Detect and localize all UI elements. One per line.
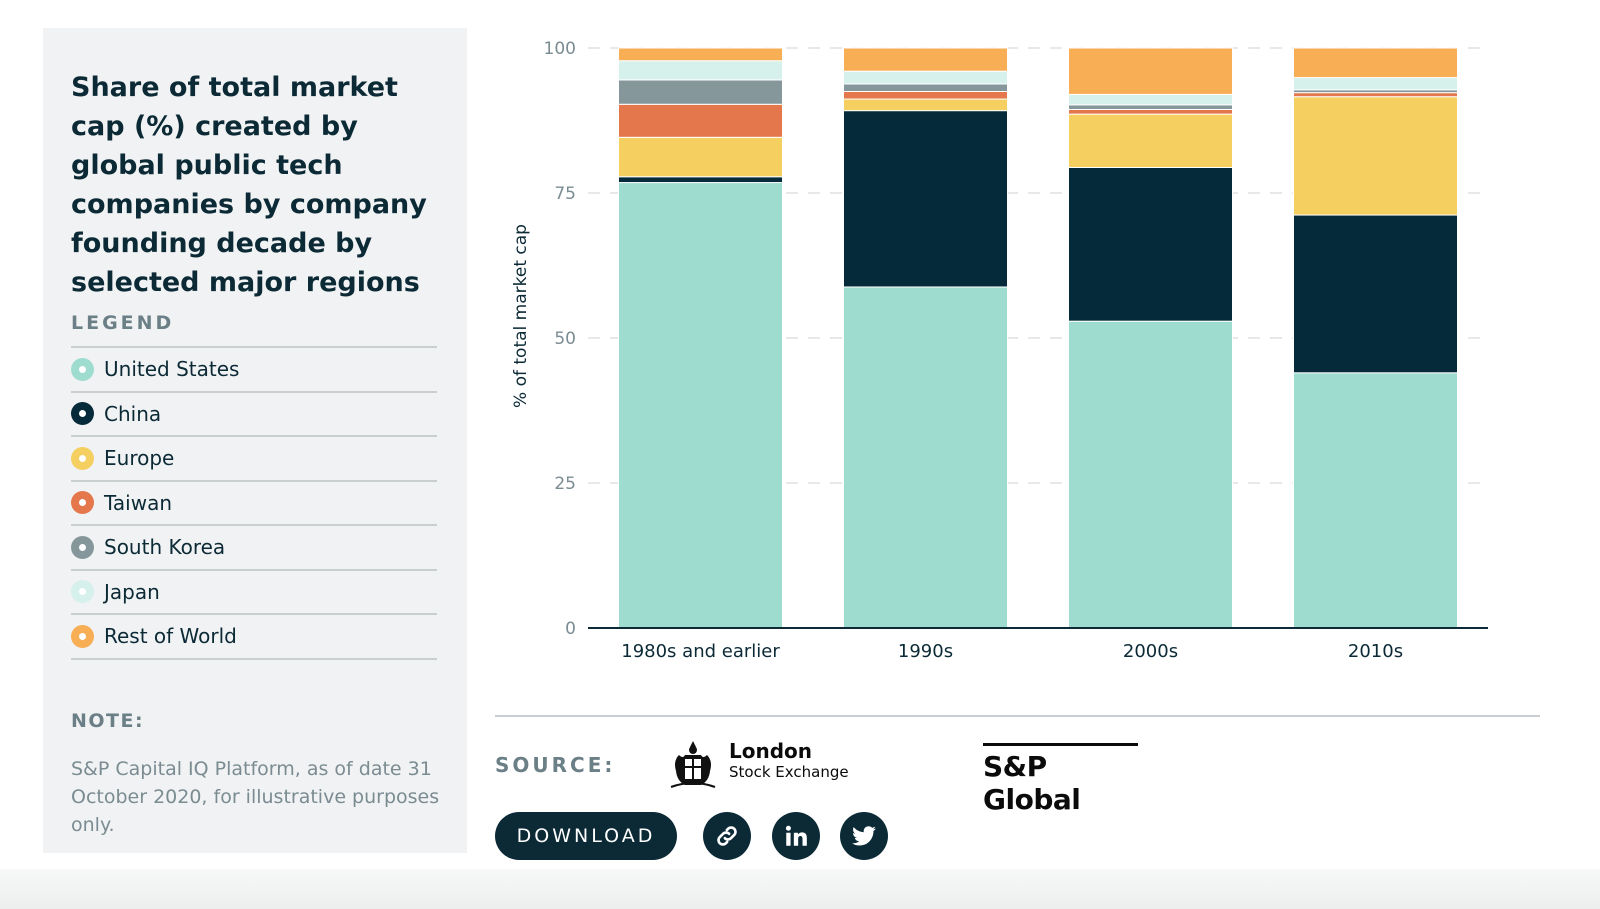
bar-segment	[1293, 47, 1458, 79]
link-icon	[717, 826, 737, 846]
x-axis-labels: 1980s and earlier 1990s 2000s 2010s	[621, 641, 1403, 662]
bar-segment	[843, 83, 1008, 92]
legend-item: United States	[71, 348, 437, 393]
legend-list: United States China Europe Taiwan South Kore…	[71, 346, 437, 660]
bar-segment	[843, 91, 1008, 100]
x-tick-label: 2000s	[1123, 641, 1178, 662]
y-axis-ticks: 0 25 50 75 100	[544, 39, 576, 639]
bar-segment	[1293, 96, 1458, 216]
bar-segment	[1068, 320, 1233, 629]
bar-segment	[843, 70, 1008, 85]
legend-label: Taiwan	[104, 490, 173, 515]
stacked-bar-chart: 0 25 50 75 100 1980s and earlier 1990s 2000s 20…	[511, 39, 1488, 662]
bar-segment	[1293, 372, 1458, 629]
bars	[618, 47, 1458, 629]
note-heading: NOTE:	[71, 710, 145, 732]
bar-segment	[1068, 108, 1233, 115]
bar-segment	[618, 60, 783, 81]
y-tick-label: 50	[554, 329, 576, 349]
bottom-strip	[0, 869, 1600, 909]
london-stock-exchange-logo: London Stock Exchange	[665, 735, 855, 791]
bar-segment	[618, 79, 783, 105]
bar-segment	[618, 47, 783, 62]
legend-swatch	[71, 580, 94, 604]
legend-item: China	[71, 393, 437, 437]
bar-segment	[1293, 214, 1458, 374]
bar-segment	[618, 176, 783, 184]
x-tick-label: 1980s and earlier	[621, 641, 780, 662]
chart-info-panel: Share of total market cap (%) created by…	[43, 28, 467, 853]
linkedin-icon	[785, 825, 807, 846]
bar-segment	[618, 103, 783, 138]
bar-segment	[843, 47, 1008, 72]
lse-subtitle: Stock Exchange	[729, 763, 849, 781]
download-button[interactable]: DOWNLOAD	[495, 812, 677, 860]
legend-swatch	[71, 535, 94, 559]
twitter-icon	[852, 826, 876, 846]
legend-swatch	[71, 357, 94, 381]
twitter-share-button[interactable]	[840, 812, 888, 860]
bar-segment	[843, 98, 1008, 112]
bar-segment	[1068, 47, 1233, 95]
legend-item: Europe	[71, 437, 437, 482]
bar-segment	[1293, 92, 1458, 98]
y-tick-label: 100	[544, 39, 576, 59]
legend-swatch	[71, 402, 94, 426]
bar-segment	[1068, 93, 1233, 106]
bar-segment	[1068, 113, 1233, 168]
source-label: SOURCE:	[495, 753, 616, 777]
y-tick-label: 0	[565, 619, 576, 639]
legend-swatch	[71, 491, 94, 515]
x-tick-label: 1990s	[898, 641, 953, 662]
lse-name: London	[729, 739, 813, 763]
x-tick-label: 2010s	[1348, 641, 1403, 662]
lse-crest-icon	[670, 741, 716, 788]
copy-link-button[interactable]	[703, 812, 751, 860]
legend-label: United States	[104, 357, 240, 382]
chart-title: Share of total market cap (%) created by…	[71, 72, 427, 298]
legend-label: Japan	[104, 579, 160, 604]
bar-segment	[618, 182, 783, 629]
legend-label: Rest of World	[104, 624, 237, 649]
y-tick-label: 75	[554, 184, 576, 204]
legend-item: Taiwan	[71, 482, 437, 526]
bar-segment	[618, 136, 783, 178]
legend-swatch	[71, 624, 94, 648]
bar-segment	[843, 286, 1008, 629]
note-text: S&P Capital IQ Platform, as of date 31 O…	[71, 758, 440, 836]
y-tick-label: 25	[554, 474, 576, 494]
legend-label: China	[104, 401, 162, 426]
legend-item: South Korea	[71, 526, 437, 571]
sp-global-logo: S&P Global	[983, 743, 1138, 816]
bar-segment	[1068, 104, 1233, 110]
legend-label: South Korea	[104, 535, 226, 560]
legend-item: Rest of World	[71, 615, 437, 660]
bar-segment	[1068, 166, 1233, 322]
bar-segment	[843, 110, 1008, 288]
footer-divider	[495, 715, 1540, 717]
legend-label: Europe	[104, 446, 175, 471]
linkedin-share-button[interactable]	[772, 812, 820, 860]
legend-swatch	[71, 446, 94, 470]
legend-heading: LEGEND	[71, 312, 175, 334]
bar-segment	[1293, 77, 1458, 91]
legend-item: Japan	[71, 571, 437, 615]
y-axis-title: % of total market cap	[511, 224, 531, 408]
